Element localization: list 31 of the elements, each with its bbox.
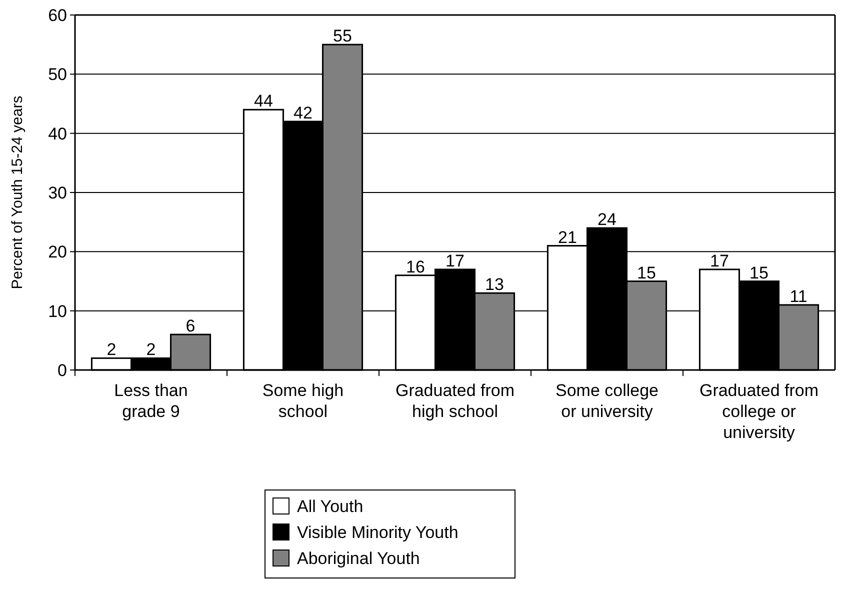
data-label: 17 — [446, 251, 464, 270]
data-label: 11 — [790, 286, 808, 306]
y-tick-label: 10 — [48, 302, 67, 321]
data-label: 6 — [186, 316, 196, 336]
data-label: 13 — [485, 275, 504, 294]
data-label: 15 — [750, 263, 768, 282]
y-tick-label: 30 — [48, 183, 67, 202]
data-label: 42 — [294, 104, 312, 122]
legend-label: Aboriginal Youth — [297, 548, 420, 568]
y-tick-label: 0 — [58, 360, 67, 380]
legend-label: All Youth — [297, 496, 364, 516]
data-label: 44 — [254, 92, 273, 111]
x-tick-label: Graduated from high school — [395, 381, 515, 421]
data-label: 24 — [598, 210, 616, 229]
y-tick-label: 40 — [48, 124, 67, 144]
data-label: 2 — [146, 340, 156, 360]
data-label: 55 — [333, 26, 352, 46]
y-tick-label: 20 — [48, 242, 67, 262]
data-label: 16 — [406, 257, 425, 276]
data-label: 15 — [637, 263, 656, 282]
x-tick-label: Some high school — [262, 381, 344, 421]
data-label: 2 — [106, 340, 116, 360]
data-label: 21 — [558, 228, 577, 247]
y-axis-title: Percent of Youth 15-24 years — [9, 96, 26, 290]
x-tick-label: Some college or university — [555, 381, 659, 421]
x-tick-label: Less than grade 9 — [114, 381, 188, 421]
y-tick-label: 60 — [48, 6, 67, 25]
data-label: 17 — [710, 251, 729, 270]
y-tick-label: 50 — [48, 65, 67, 84]
legend-label: Visible Minority Youth — [297, 522, 458, 542]
x-tick-label: Graduated from college or university — [699, 381, 819, 442]
